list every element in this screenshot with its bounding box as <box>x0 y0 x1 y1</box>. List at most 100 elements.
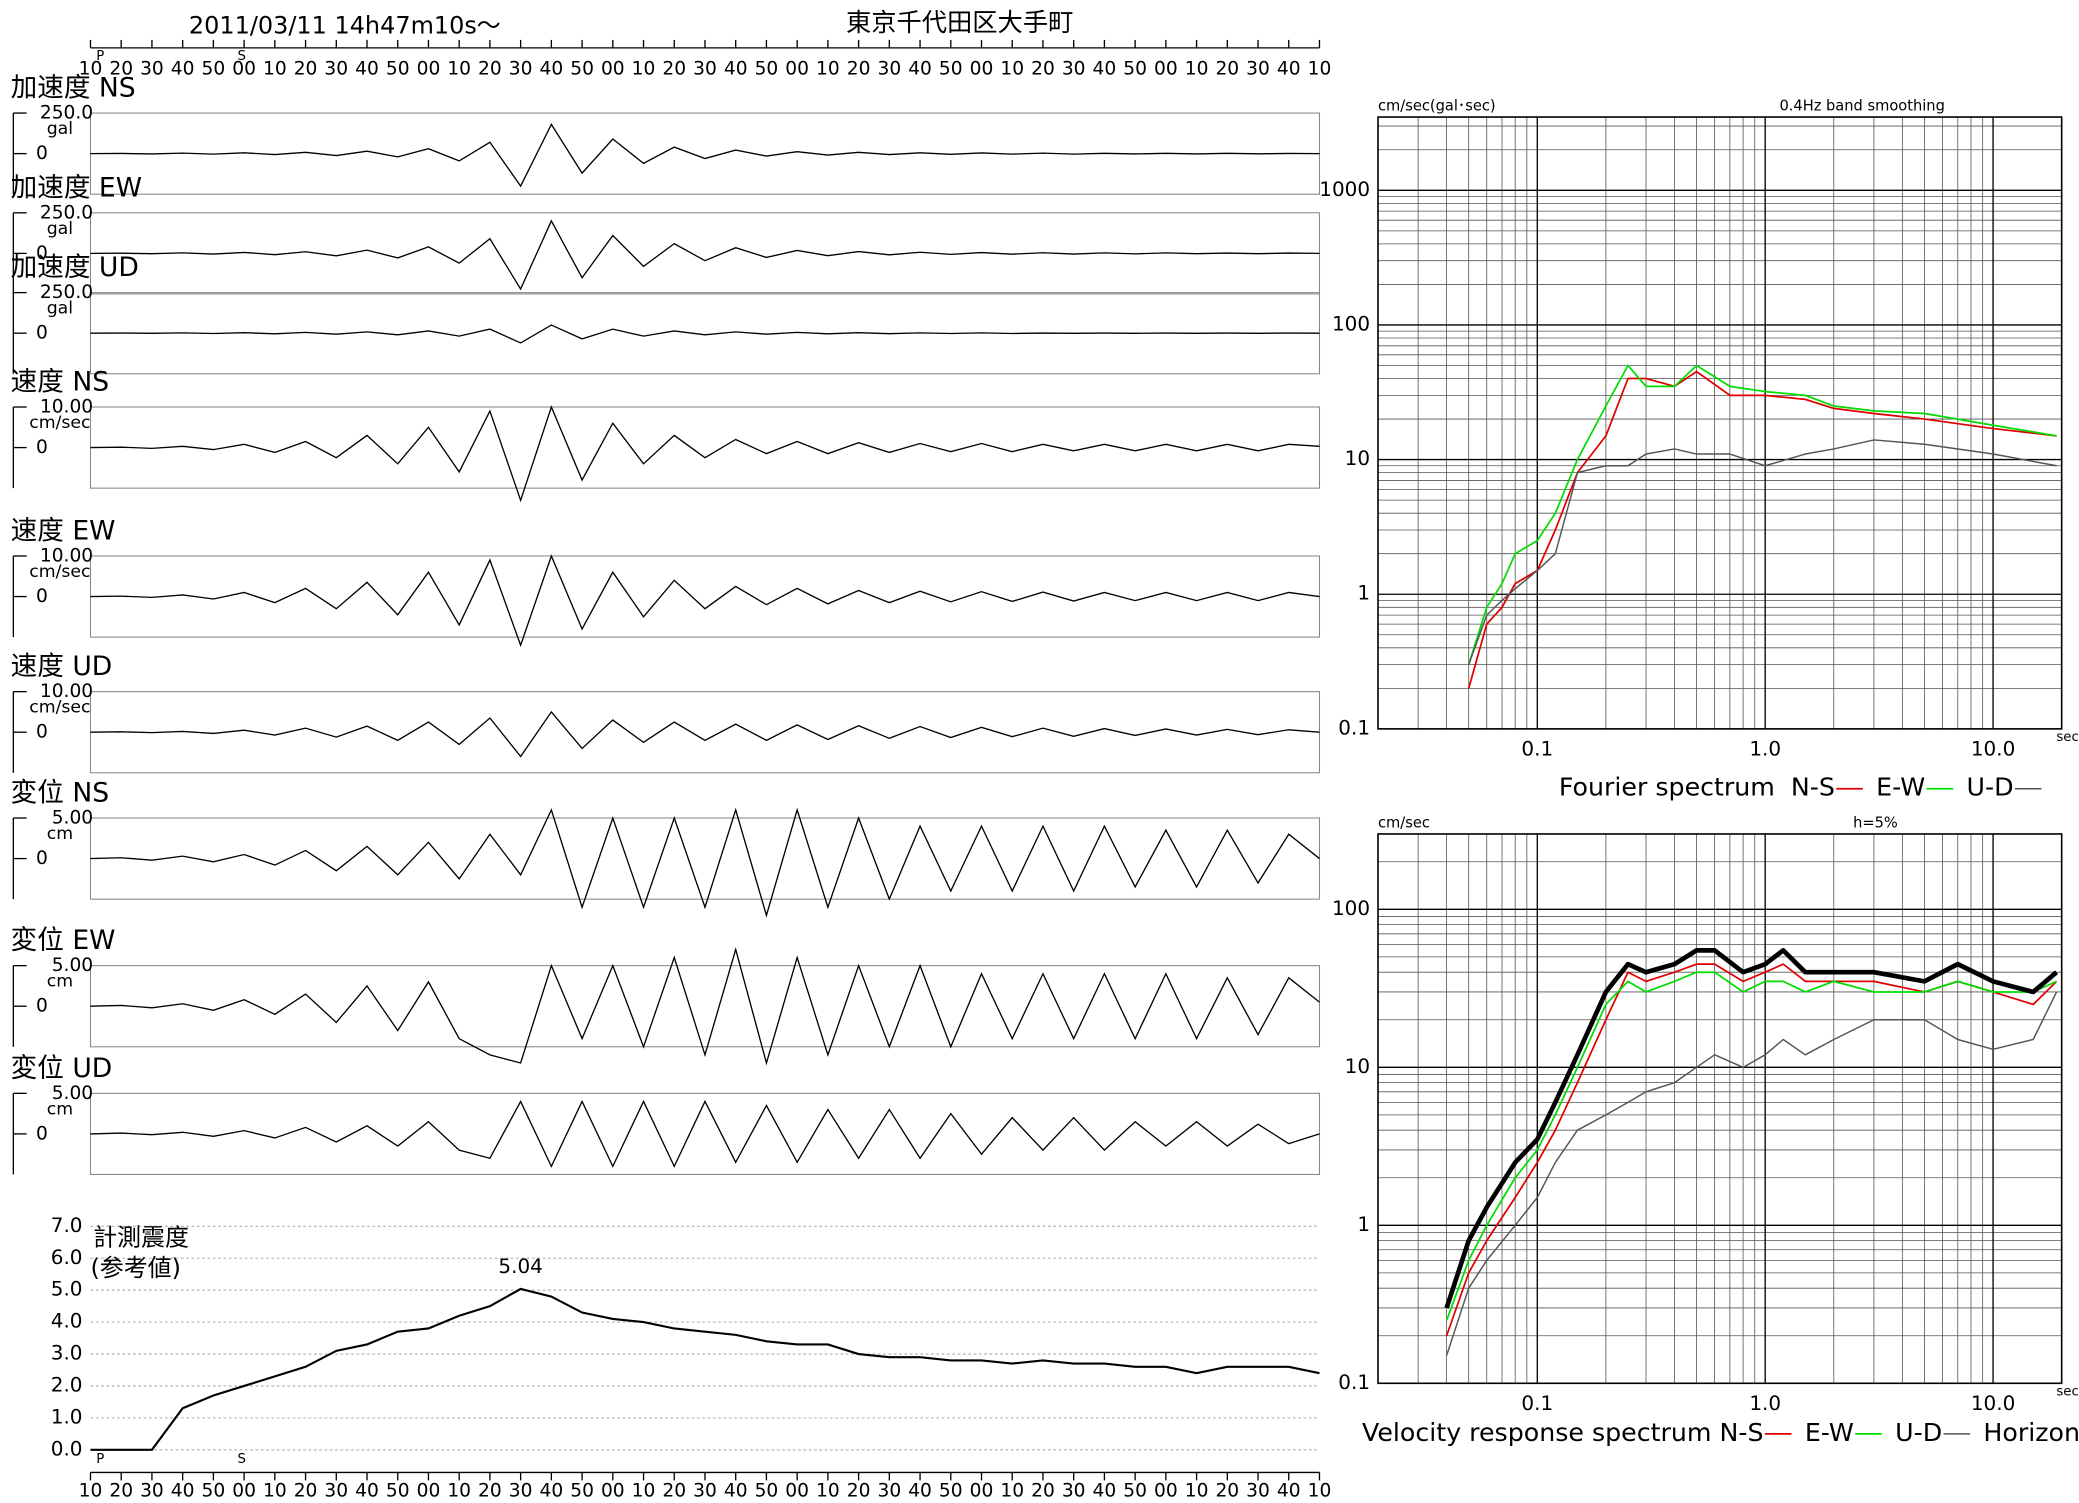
y-tick-label: 100 <box>1332 896 1370 920</box>
phase-marker: S <box>238 49 246 64</box>
time-tick-label: 10 <box>79 1481 103 1502</box>
time-tick-label: 30 <box>324 1481 348 1502</box>
y-tick-label: 0 <box>36 143 48 164</box>
time-tick-label: 30 <box>1062 59 1086 80</box>
waveform <box>90 219 1320 291</box>
time-tick-label: 40 <box>908 1481 932 1502</box>
y-tick-label: 0.1 <box>1338 1370 1370 1394</box>
y-unit: cm/sec <box>29 413 90 433</box>
time-tick-label: 10 <box>632 59 656 80</box>
y-unit: gal <box>47 219 73 239</box>
trace-title: 速度 UD <box>11 651 113 682</box>
time-tick-label: 40 <box>908 59 932 80</box>
x-tick-label: 1.0 <box>1749 737 1781 761</box>
time-tick-label: 30 <box>1062 1481 1086 1502</box>
time-tick-label: 10 <box>1308 59 1332 80</box>
time-tick-label: 20 <box>478 1481 502 1502</box>
spectrum-line <box>1467 370 2057 689</box>
time-tick-label: 50 <box>939 59 963 80</box>
time-tick-label: 40 <box>1093 1481 1117 1502</box>
y-tick-label: 5.00 <box>52 1083 93 1104</box>
phase-marker: S <box>238 1452 246 1467</box>
x-tick-label: 0.1 <box>1521 1391 1553 1415</box>
y-unit: cm/sec <box>1378 814 1430 831</box>
time-tick-label: 20 <box>1215 1481 1239 1502</box>
legend-label: U-D <box>1895 1418 1942 1447</box>
time-tick-label: 10 <box>1185 1481 1209 1502</box>
trace-title: 加速度 EW <box>11 172 142 203</box>
time-tick-label: 10 <box>1308 1481 1332 1502</box>
y-tick-label: 0 <box>36 437 48 458</box>
time-tick-label: 20 <box>1215 59 1239 80</box>
time-tick-label: 50 <box>386 59 410 80</box>
spectrum-line <box>1468 439 2057 665</box>
y-tick-label: 0 <box>36 323 48 344</box>
y-tick-label: 0 <box>36 586 48 607</box>
y-tick-label: 250.0 <box>40 282 93 303</box>
spectrum-line <box>1445 971 2057 1321</box>
time-tick-label: 50 <box>202 59 226 80</box>
time-tick-label: 50 <box>386 1481 410 1502</box>
x-tick-label: 10.0 <box>1971 737 2015 761</box>
waveform <box>90 807 1320 918</box>
legend-label: E-W <box>1805 1418 1854 1447</box>
time-tick-label: 30 <box>509 1481 533 1502</box>
y-tick-label: 1 <box>1357 1212 1370 1236</box>
time-tick-label: 20 <box>109 59 133 80</box>
time-tick-label: 30 <box>140 1481 164 1502</box>
datetime: 2011/03/11 14h47m10s〜 <box>189 12 501 40</box>
time-tick-label: 50 <box>755 1481 779 1502</box>
y-tick-label: 1 <box>1357 581 1370 605</box>
time-tick-label: 00 <box>785 1481 809 1502</box>
phase-marker: P <box>96 49 104 64</box>
waveform <box>90 1099 1320 1168</box>
trace-title: 速度 NS <box>11 367 109 398</box>
time-tick-label: 00 <box>970 1481 994 1502</box>
spectrum-line <box>1467 364 2057 665</box>
trace-title: 変位 UD <box>11 1053 113 1084</box>
y-tick-label: 250.0 <box>40 103 93 124</box>
waveform <box>90 554 1320 648</box>
time-tick-label: 00 <box>232 1481 256 1502</box>
y-tick-label: 1000 <box>1319 177 1370 201</box>
y-tick-label: 0 <box>36 848 48 869</box>
time-tick-label: 40 <box>540 1481 564 1502</box>
time-tick-label: 30 <box>877 1481 901 1502</box>
location: 東京千代田区大手町 <box>846 8 1073 37</box>
x-unit: sec <box>2056 730 2078 745</box>
y-tick-label: 10 <box>1345 446 1370 470</box>
time-tick-label: 40 <box>355 1481 379 1502</box>
trace-box <box>89 406 1321 489</box>
time-tick-label: 40 <box>1277 1481 1301 1502</box>
y-unit: cm/sec <box>29 562 90 582</box>
time-tick-label: 30 <box>140 59 164 80</box>
time-tick-label: 20 <box>1031 59 1055 80</box>
waveform <box>90 324 1320 344</box>
time-tick-label: 00 <box>601 59 625 80</box>
intensity-title: 計測震度 <box>93 1223 189 1251</box>
time-tick-label: 40 <box>724 59 748 80</box>
y-unit: cm <box>47 824 73 844</box>
trace-title: 変位 EW <box>11 925 116 956</box>
time-tick-label: 20 <box>847 59 871 80</box>
legend-title: Velocity response spectrum <box>1362 1418 1711 1447</box>
time-tick-label: 50 <box>755 59 779 80</box>
x-tick-label: 1.0 <box>1749 1391 1781 1415</box>
trace-box <box>89 555 1321 638</box>
time-tick-label: 20 <box>294 59 318 80</box>
legend-label: E-W <box>1876 773 1925 802</box>
legend-label: U-D <box>1966 773 2013 802</box>
y-tick-label: 10.00 <box>40 545 93 566</box>
time-tick-label: 10 <box>1185 59 1209 80</box>
y-tick-label: 3.0 <box>51 1341 83 1365</box>
x-tick-label: 10.0 <box>1971 1391 2015 1415</box>
y-tick-label: 10.00 <box>40 681 93 702</box>
time-tick-label: 20 <box>109 1481 133 1502</box>
time-tick-label: 00 <box>970 59 994 80</box>
y-tick-label: 0 <box>36 1123 48 1144</box>
time-tick-label: 30 <box>509 59 533 80</box>
intensity-line <box>90 1287 1320 1451</box>
y-unit: cm <box>47 1099 73 1119</box>
